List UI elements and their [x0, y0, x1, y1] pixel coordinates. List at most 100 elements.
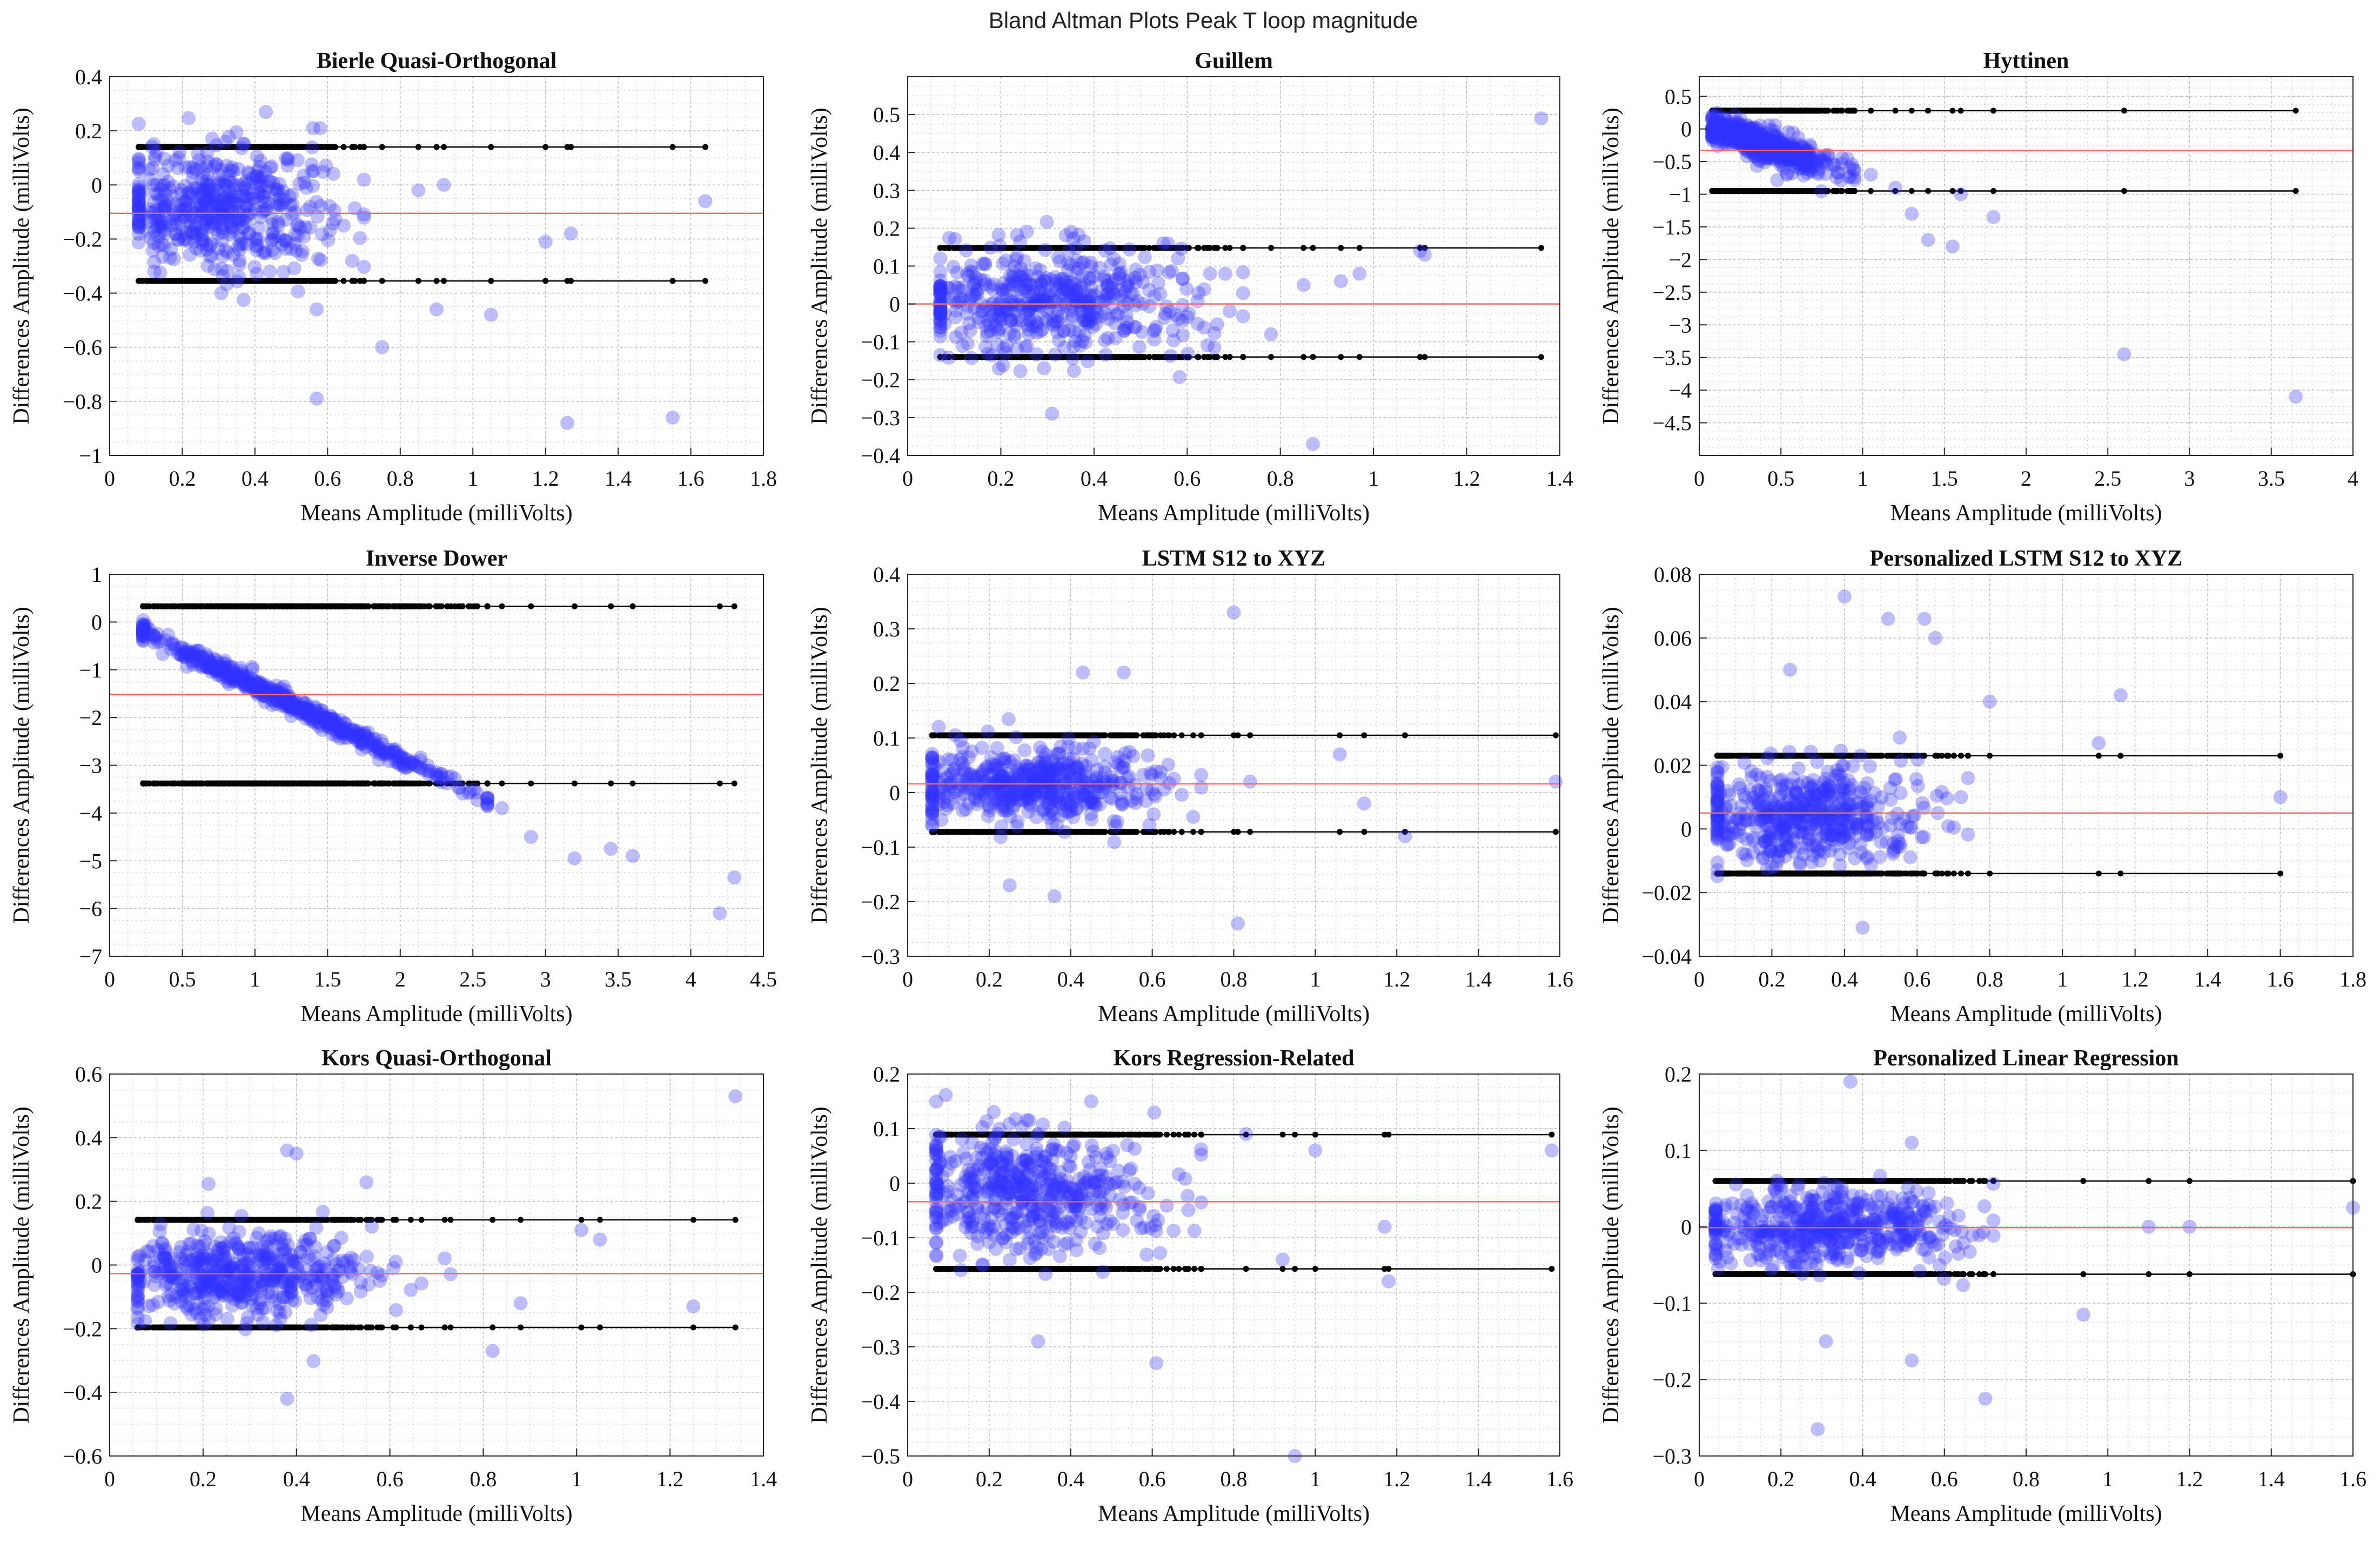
- lower-loa-line-marker: [275, 278, 281, 284]
- data-point: [295, 244, 310, 258]
- data-point: [186, 160, 200, 175]
- data-point: [1218, 266, 1232, 281]
- lower-loa-line-marker: [340, 278, 347, 284]
- upper-loa-line-marker: [1201, 245, 1208, 251]
- data-point: [964, 351, 979, 365]
- upper-loa-line-marker: [1834, 108, 1841, 114]
- data-point: [1203, 266, 1217, 281]
- y-tick-label: −0.2: [861, 368, 900, 392]
- upper-loa-line-marker: [136, 144, 142, 150]
- data-point: [978, 277, 993, 292]
- upper-loa-line-marker: [2292, 108, 2299, 114]
- data-point: [1038, 243, 1052, 257]
- data-point: [313, 121, 327, 136]
- data-point: [1064, 257, 1078, 272]
- figure-title: Bland Altman Plots Peak T loop magnitude: [989, 8, 1418, 33]
- lower-loa-line-marker: [289, 278, 295, 284]
- data-point: [189, 241, 204, 256]
- data-point: [200, 259, 215, 273]
- upper-loa-line-marker: [379, 144, 385, 150]
- data-point: [211, 227, 225, 241]
- data-point: [131, 117, 146, 131]
- lower-loa-line-marker: [332, 278, 339, 284]
- data-point: [1098, 347, 1113, 362]
- upper-loa-line-marker: [294, 144, 301, 150]
- data-point: [1182, 306, 1196, 321]
- data-point: [1107, 287, 1122, 301]
- data-point: [258, 246, 273, 260]
- upper-loa-line-marker: [1849, 108, 1855, 114]
- upper-loa-line-marker: [1925, 108, 1931, 114]
- upper-loa-line-marker: [361, 144, 367, 150]
- upper-loa-line-marker: [1356, 245, 1363, 251]
- lower-loa-line-marker: [1805, 188, 1811, 194]
- data-point: [168, 153, 183, 167]
- x-tick-label: 0: [104, 466, 115, 491]
- data-point: [131, 185, 146, 200]
- upper-loa-line-marker: [1116, 245, 1123, 251]
- upper-loa-line-marker: [263, 144, 269, 150]
- data-point: [1181, 346, 1195, 361]
- data-point: [1101, 331, 1115, 345]
- data-point: [1040, 214, 1054, 229]
- data-point: [247, 260, 262, 274]
- upper-loa-line-marker: [1957, 108, 1964, 114]
- lower-loa-line-marker: [1155, 354, 1162, 360]
- lower-loa-line-marker: [151, 278, 157, 284]
- data-point: [1100, 273, 1115, 288]
- data-point: [240, 208, 255, 223]
- lower-loa-line-marker: [956, 354, 962, 360]
- data-point: [1065, 300, 1080, 314]
- upper-loa-line-marker: [1868, 108, 1874, 114]
- data-point: [1162, 265, 1176, 280]
- data-point: [131, 162, 146, 176]
- data-point: [1352, 266, 1367, 281]
- lower-loa-line-marker: [1422, 354, 1428, 360]
- lower-loa-line-marker: [1788, 188, 1794, 194]
- data-point: [977, 257, 992, 272]
- x-tick-label: 0.4: [1081, 466, 1108, 491]
- data-point: [263, 264, 277, 279]
- upper-loa-line-marker: [1268, 245, 1274, 251]
- y-tick-label: 0.4: [75, 65, 102, 89]
- data-point: [933, 348, 948, 363]
- data-point: [328, 212, 343, 226]
- data-point: [236, 293, 251, 307]
- lower-loa-line-marker: [542, 278, 549, 284]
- data-point: [1098, 243, 1112, 258]
- lower-loa-line-marker: [1774, 188, 1781, 194]
- upper-loa-line-marker: [433, 144, 440, 150]
- lower-loa-line-marker: [313, 278, 320, 284]
- y-tick-label: 0.2: [873, 216, 900, 240]
- upper-loa-line-marker: [542, 144, 549, 150]
- lower-loa-line-marker: [1139, 354, 1146, 360]
- y-tick-label: −0.1: [861, 330, 900, 354]
- data-point: [1142, 299, 1157, 314]
- x-tick-label: 0.6: [1174, 466, 1201, 491]
- lower-loa-line-marker: [1268, 354, 1274, 360]
- data-point: [280, 153, 295, 167]
- limits-of-agreement: [136, 144, 708, 284]
- data-point: [230, 274, 244, 288]
- data-point: [249, 233, 264, 247]
- data-point: [954, 325, 969, 340]
- y-tick-label: −1: [79, 444, 102, 468]
- data-point: [199, 173, 214, 188]
- lower-loa-line-marker: [1990, 188, 1996, 194]
- data-point: [224, 190, 239, 204]
- lower-loa-line-marker: [440, 278, 447, 284]
- lower-loa-line-marker: [1146, 354, 1152, 360]
- data-point: [1136, 274, 1150, 289]
- data-point: [991, 325, 1006, 339]
- data-point: [1296, 278, 1311, 292]
- lower-loa-line-marker: [415, 278, 421, 284]
- data-point: [1122, 242, 1137, 257]
- data-point: [375, 340, 390, 354]
- data-point: [209, 156, 223, 171]
- lower-loa-line-marker: [1765, 188, 1771, 194]
- data-point: [992, 238, 1007, 253]
- lower-loa-line-marker: [1925, 188, 1931, 194]
- upper-loa-line-marker: [1990, 108, 1996, 114]
- x-axis-label: Means Amplitude (milliVolts): [300, 501, 572, 526]
